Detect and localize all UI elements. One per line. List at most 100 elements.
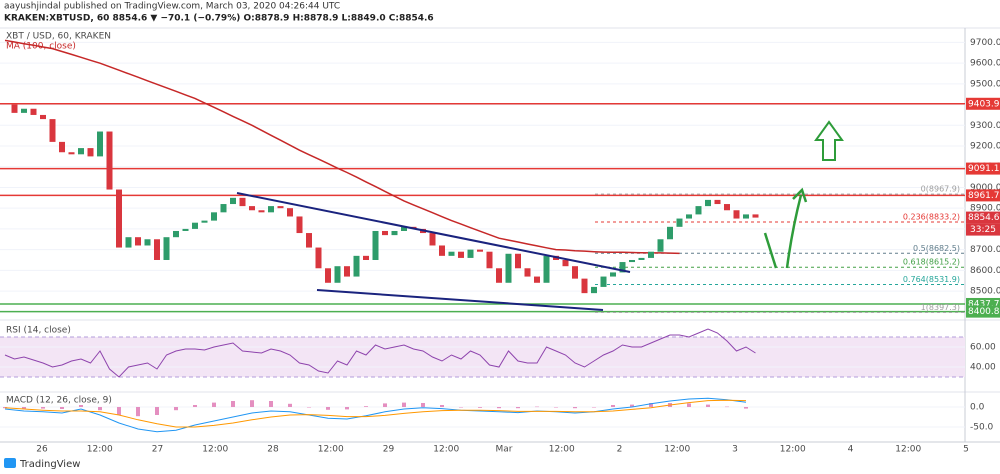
candle — [277, 206, 284, 209]
candle — [21, 108, 27, 113]
y-tick-label: 9300.0 — [970, 121, 1000, 131]
fib-label: 0.236(8833.2) — [903, 213, 960, 222]
x-tick-label: 3 — [732, 445, 738, 455]
candle — [59, 141, 65, 153]
y-tick-label: 8500.0 — [970, 287, 1000, 297]
publish-info: aayushjindal published on TradingView.co… — [4, 2, 340, 12]
x-tick-label: 5 — [963, 445, 969, 455]
candle — [192, 222, 198, 229]
candle — [68, 152, 75, 155]
histogram-bar — [60, 407, 64, 409]
x-tick-label: 12:00 — [895, 445, 921, 455]
candle — [629, 259, 635, 263]
symbol-info: KRAKEN:XBTUSD, 60 8854.6 ▼ −70.1 (−0.79%… — [4, 14, 434, 24]
histogram-bar — [269, 401, 273, 407]
candle — [125, 237, 132, 248]
x-tick-label: 12:00 — [318, 445, 344, 455]
candle — [211, 212, 217, 221]
histogram-bar — [231, 401, 235, 407]
trend-line — [236, 192, 631, 273]
histogram-bar — [554, 407, 558, 408]
candle — [467, 249, 474, 258]
fib-label: 0.764(8531.9) — [903, 275, 960, 284]
candle — [591, 286, 597, 294]
last-price: 8854.6 — [968, 213, 1000, 223]
candle — [30, 108, 37, 115]
last-price-box — [966, 211, 1000, 224]
level-label: 9091.1 — [968, 164, 1000, 174]
candle — [496, 268, 502, 283]
ma-legend: MA (100, close) — [6, 42, 76, 52]
level-label: 9403.9 — [968, 99, 1000, 109]
level-label-box — [966, 97, 1000, 110]
histogram-bar — [497, 407, 501, 409]
candle — [752, 214, 759, 218]
chart-title: XBT / USD, 60, KRAKEN — [6, 32, 111, 42]
candle — [106, 131, 113, 190]
histogram-bar — [725, 406, 729, 408]
candle — [325, 268, 331, 283]
candle — [667, 226, 673, 240]
candle — [382, 230, 388, 236]
histogram-bar — [345, 407, 349, 410]
histogram-bar — [193, 405, 197, 407]
logo-text[interactable]: TradingView — [19, 459, 80, 470]
histogram-bar — [22, 407, 26, 409]
fib-label: 1(8397.3) — [921, 303, 960, 312]
candle — [315, 247, 322, 269]
candle — [562, 259, 569, 267]
histogram-bar — [212, 402, 216, 407]
histogram-bar — [117, 407, 121, 415]
y-tick-label: 8900.0 — [970, 204, 1000, 214]
candle — [439, 245, 445, 256]
histogram-bar — [155, 407, 159, 415]
candle — [230, 197, 236, 205]
fib-label: 0.5(8682.5) — [913, 244, 960, 253]
candle — [600, 276, 607, 287]
series-line — [4, 399, 747, 428]
x-tick-label: 12:00 — [202, 445, 228, 455]
histogram-bar — [79, 405, 83, 407]
candle — [182, 228, 189, 231]
y-tick-label: 0.0 — [970, 403, 985, 413]
candle — [239, 197, 246, 207]
candle — [344, 266, 350, 277]
candle — [401, 226, 407, 231]
y-tick-label: 8600.0 — [970, 266, 1000, 276]
y-tick-label: 40.00 — [970, 363, 996, 373]
y-tick-label: 9700.0 — [970, 38, 1000, 48]
histogram-bar — [136, 407, 140, 417]
candle — [296, 216, 303, 234]
candle — [97, 131, 103, 157]
histogram-bar — [326, 407, 330, 410]
candle — [249, 206, 255, 211]
candle — [610, 272, 616, 277]
countdown: 33:25 — [970, 225, 996, 235]
level-label-box — [966, 189, 1000, 202]
histogram-bar — [706, 404, 710, 407]
histogram-bar — [744, 407, 748, 409]
candle — [268, 206, 274, 213]
x-tick-label: 12:00 — [664, 445, 690, 455]
histogram-bar — [364, 406, 368, 407]
histogram-bar — [649, 403, 653, 407]
candle — [11, 104, 18, 113]
candle — [173, 230, 179, 238]
candle — [334, 266, 341, 283]
candle — [695, 206, 702, 215]
logo-icon — [4, 458, 16, 468]
candle — [391, 230, 398, 236]
histogram-bar — [459, 407, 463, 408]
fib-label: 0(8967.9) — [921, 185, 960, 194]
x-tick-label: 4 — [848, 445, 854, 455]
histogram-bar — [611, 405, 615, 407]
candle — [201, 220, 208, 223]
y-tick-label: 9500.0 — [970, 79, 1000, 89]
x-tick-label: 28 — [267, 445, 279, 455]
candle — [505, 253, 512, 283]
level-label: 8961.7 — [968, 191, 1000, 201]
candle — [258, 210, 265, 213]
y-tick-label: 9000.0 — [970, 183, 1000, 193]
candle — [686, 214, 692, 219]
